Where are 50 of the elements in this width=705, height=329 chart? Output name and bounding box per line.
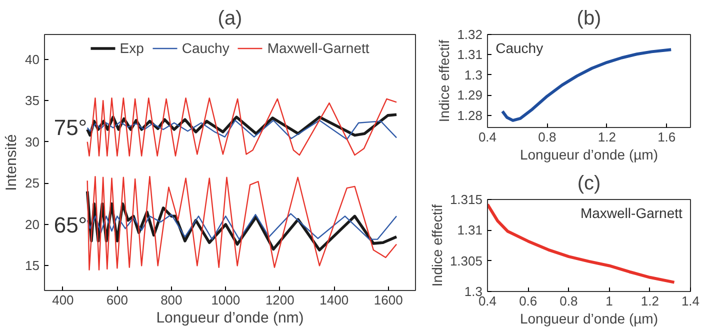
text: Cauchy [496, 40, 544, 56]
y-axis-title: Intensité [3, 134, 20, 191]
y-tick-label: 25 [25, 176, 40, 191]
text: Maxwell-Garnett [580, 205, 682, 222]
x-axis-title: Longueur d’onde (nm) [156, 310, 304, 326]
x-tick-label: 0.8 [538, 130, 556, 144]
annotation: 65° [54, 212, 88, 238]
y-tick-label: 1.315 [450, 192, 483, 207]
x-tick-label: 0.4 [478, 130, 497, 144]
y-axis-title: Indice effectif [428, 204, 445, 287]
x-tick-label: 1 [606, 294, 613, 308]
x-tick-label: 800 [160, 292, 182, 308]
line-series [86, 176, 398, 270]
chart-title: (a) [218, 8, 242, 30]
chart-title: (c) [577, 172, 601, 194]
annotation: 75° [54, 115, 88, 140]
y-tick-label: 20 [25, 216, 40, 232]
x-tick-label: 0.6 [519, 294, 538, 308]
x-tick-label: 1000 [211, 292, 240, 308]
x-axis-title: Longueur d’onde (µm) [520, 310, 658, 326]
x-tick-label: 1.2 [640, 294, 659, 308]
y-tick-label: 40 [25, 52, 40, 67]
legend-label: Cauchy [182, 40, 230, 56]
x-tick-label: 1200 [265, 292, 294, 308]
x-tick-label: 1.6 [658, 130, 676, 144]
y-tick-label: 1.29 [457, 88, 483, 103]
y-tick-label: 35 [25, 93, 40, 108]
y-tick-label: 1.32 [457, 27, 483, 42]
y-tick-label: 15 [25, 258, 40, 274]
y-tick-label: 1.28 [457, 108, 483, 123]
line-series [86, 213, 398, 240]
x-tick-label: 400 [52, 292, 74, 308]
y-axis-title: Indice effectif [436, 40, 452, 122]
x-tick-label: 600 [106, 292, 128, 308]
legend-label: Maxwell-Garnett [267, 40, 370, 56]
x-tick-label: 1600 [374, 292, 403, 308]
chart-title: (b) [576, 8, 602, 30]
y-tick-label: 1.305 [450, 253, 483, 268]
x-tick-label: 1.4 [681, 294, 700, 308]
x-tick-label: 1.2 [598, 130, 616, 144]
line-series [86, 120, 398, 140]
y-tick-label: 1.3 [464, 67, 483, 82]
x-tick-label: 1400 [320, 292, 349, 308]
y-tick-label: 30 [25, 134, 40, 150]
line-series [86, 97, 398, 156]
y-tick-label: 1.31 [457, 47, 483, 62]
x-axis-title: Longueur d’onde (µm) [520, 146, 658, 162]
y-tick-label: 1.31 [457, 222, 483, 238]
x-tick-label: 0.8 [560, 294, 578, 308]
legend-label: Exp [120, 40, 144, 56]
